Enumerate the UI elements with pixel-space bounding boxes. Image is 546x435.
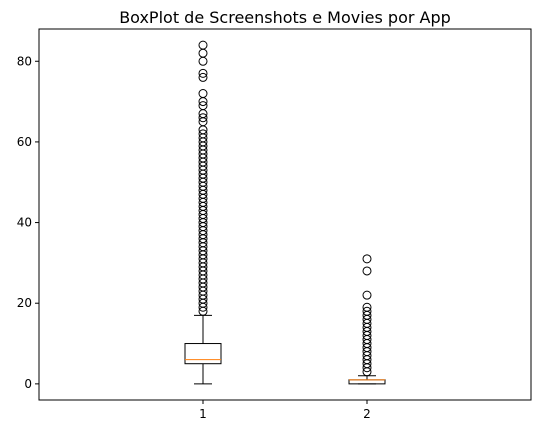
y-tick-label: 60: [17, 135, 32, 149]
box-group-1: [184, 40, 222, 385]
plot-area: [184, 40, 386, 385]
y-tick-label: 0: [24, 377, 32, 391]
x-tick-label: 1: [199, 407, 207, 421]
outlier-point: [198, 72, 208, 82]
outlier-point: [198, 89, 208, 99]
y-tick-label: 20: [17, 296, 32, 310]
outlier-point: [198, 129, 208, 139]
outlier-point: [198, 40, 208, 50]
box-group-2: [348, 254, 386, 385]
outlier-point: [362, 254, 372, 264]
outlier-point: [362, 290, 372, 300]
y-tick-label: 80: [17, 54, 32, 68]
y-tick-label: 40: [17, 216, 32, 230]
outlier-point: [362, 302, 372, 312]
x-tick-label: 2: [363, 407, 371, 421]
outlier-point: [198, 113, 208, 123]
y-axis: 0 20 40 60 80: [17, 54, 39, 391]
axes-frame: [38, 28, 532, 401]
outlier-point: [198, 68, 208, 78]
chart-title: BoxPlot de Screenshots e Movies por App: [119, 8, 451, 27]
box-iqr: [184, 343, 222, 365]
outlier-point: [362, 266, 372, 276]
outlier-point: [362, 306, 372, 316]
outlier-point: [198, 101, 208, 111]
